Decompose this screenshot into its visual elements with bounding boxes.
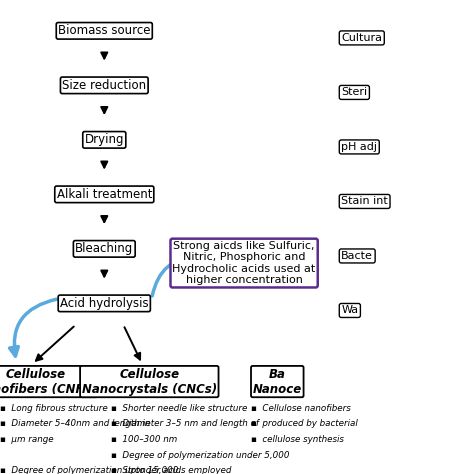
Text: ▪  Long fibrous structure: ▪ Long fibrous structure	[0, 404, 108, 413]
Text: ▪  cellulose synthesis: ▪ cellulose synthesis	[251, 435, 344, 444]
Text: ▪  Degree of polymerization upto 15,000: ▪ Degree of polymerization upto 15,000	[0, 466, 179, 474]
Text: ▪  100–300 nm: ▪ 100–300 nm	[111, 435, 178, 444]
Text: ▪  Degree of polymerization under 5,000: ▪ Degree of polymerization under 5,000	[111, 451, 290, 460]
Text: pH adj: pH adj	[341, 142, 377, 152]
Text: Cellulose
Nanofibers (CNFs): Cellulose Nanofibers (CNFs)	[0, 367, 96, 396]
Text: Acid hydrolysis: Acid hydrolysis	[60, 297, 148, 310]
Text: Bleaching: Bleaching	[75, 242, 133, 255]
Text: Biomass source: Biomass source	[58, 24, 151, 37]
Text: Cellulose
Nanocrystals (CNCs): Cellulose Nanocrystals (CNCs)	[82, 367, 217, 396]
Text: Cultura: Cultura	[341, 33, 382, 43]
Text: Ba
Nanoce: Ba Nanoce	[253, 367, 302, 396]
Text: ▪  Cellulose nanofibers: ▪ Cellulose nanofibers	[251, 404, 351, 413]
Text: Drying: Drying	[84, 133, 124, 146]
Text: ▪  μm range: ▪ μm range	[0, 435, 54, 444]
Text: Size reduction: Size reduction	[62, 79, 146, 92]
Text: Bacte: Bacte	[341, 251, 373, 261]
Text: ▪  Stronger acids employed: ▪ Stronger acids employed	[111, 466, 232, 474]
Text: Alkali treatment: Alkali treatment	[56, 188, 152, 201]
Text: ▪  Shorter needle like structure: ▪ Shorter needle like structure	[111, 404, 248, 413]
Text: ▪  Diameter 5–40nm and length in: ▪ Diameter 5–40nm and length in	[0, 419, 151, 428]
Text: Wa: Wa	[341, 305, 358, 316]
Text: ▪  Diameter 3–5 nm and length of: ▪ Diameter 3–5 nm and length of	[111, 419, 259, 428]
Text: ▪  produced by bacterial: ▪ produced by bacterial	[251, 419, 358, 428]
Text: Stain int: Stain int	[341, 196, 388, 207]
Text: Strong aicds like Sulfuric,
Nitric, Phosphoric and
Hydrocholic acids used at
hig: Strong aicds like Sulfuric, Nitric, Phos…	[173, 241, 316, 285]
Text: Steri: Steri	[341, 87, 367, 98]
